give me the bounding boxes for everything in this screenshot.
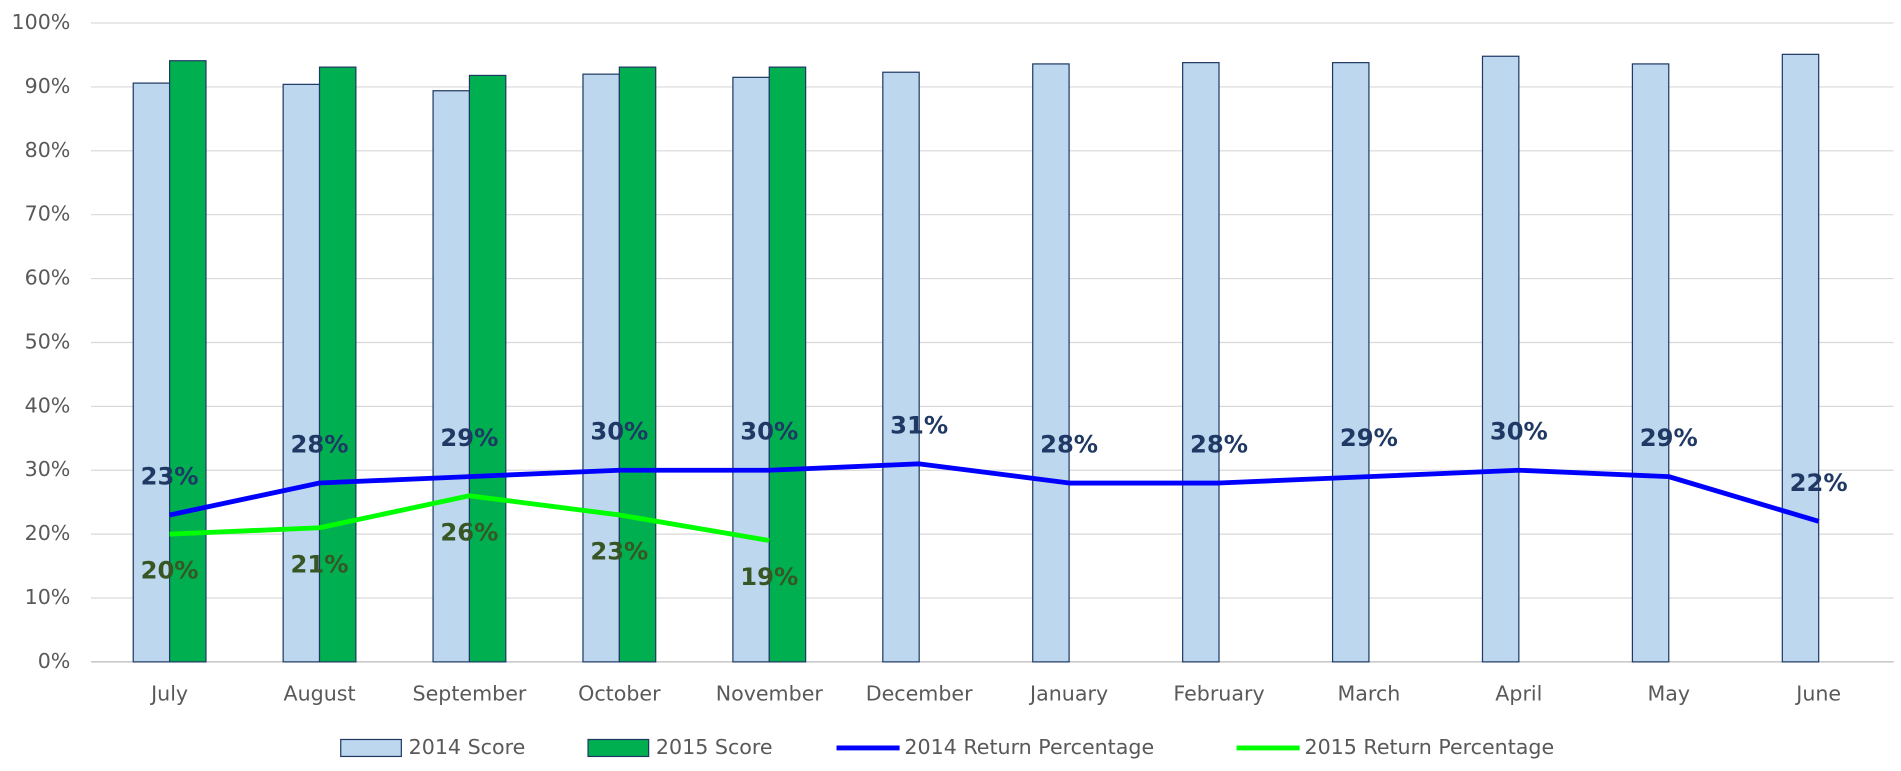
y-tick-label: 60% bbox=[25, 266, 71, 290]
bar bbox=[882, 71, 920, 663]
x-tick-label: December bbox=[866, 682, 973, 706]
y-tick-label: 50% bbox=[25, 329, 71, 353]
data-label: 28% bbox=[1190, 429, 1248, 458]
bar bbox=[132, 82, 171, 663]
y-tick-label: 20% bbox=[25, 521, 71, 545]
bar bbox=[1631, 63, 1670, 663]
data-label: 30% bbox=[590, 417, 648, 446]
x-tick-label: August bbox=[283, 682, 355, 706]
legend-swatch bbox=[340, 738, 402, 758]
y-tick-label: 80% bbox=[25, 138, 71, 162]
x-tick-label: January bbox=[1028, 682, 1108, 706]
data-label: 29% bbox=[1340, 423, 1398, 452]
x-tick-label: June bbox=[1794, 682, 1841, 706]
y-tick-label: 10% bbox=[25, 585, 71, 609]
bar bbox=[1032, 63, 1070, 663]
bar bbox=[468, 74, 507, 663]
data-label: 31% bbox=[890, 410, 948, 439]
data-label: 20% bbox=[141, 556, 199, 585]
bar bbox=[1331, 62, 1370, 663]
legend-label: 2014 Score bbox=[409, 735, 526, 759]
bar bbox=[1781, 53, 1820, 663]
data-label: 22% bbox=[1790, 468, 1848, 497]
bar bbox=[318, 66, 357, 663]
legend-label: 2015 Score bbox=[656, 735, 773, 759]
bar bbox=[168, 60, 207, 663]
data-label: 21% bbox=[291, 549, 349, 578]
x-tick-label: May bbox=[1647, 682, 1690, 706]
y-tick-label: 0% bbox=[38, 649, 71, 673]
y-tick-label: 30% bbox=[25, 457, 71, 481]
bar bbox=[1182, 62, 1220, 663]
data-label: 28% bbox=[1040, 429, 1098, 458]
y-tick-label: 90% bbox=[25, 74, 71, 98]
y-tick-label: 40% bbox=[25, 393, 71, 417]
bar bbox=[582, 73, 620, 663]
data-label: 30% bbox=[1490, 417, 1548, 446]
x-tick-label: February bbox=[1173, 682, 1264, 706]
x-tick-label: April bbox=[1495, 682, 1542, 706]
x-tick-label: October bbox=[578, 682, 661, 706]
bar bbox=[732, 76, 770, 663]
line bbox=[169, 493, 770, 543]
bar bbox=[282, 83, 321, 663]
data-label: 30% bbox=[740, 417, 798, 446]
legend-label: 2014 Return Percentage bbox=[904, 735, 1154, 759]
data-label: 23% bbox=[141, 461, 199, 490]
data-label: 28% bbox=[291, 429, 349, 458]
bar bbox=[618, 66, 657, 663]
bar bbox=[768, 66, 807, 663]
data-label: 29% bbox=[1640, 423, 1698, 452]
bar bbox=[1481, 55, 1520, 663]
x-tick-label: September bbox=[413, 682, 527, 706]
legend-label: 2015 Return Percentage bbox=[1304, 735, 1554, 759]
x-tick-label: March bbox=[1338, 682, 1401, 706]
data-label: 19% bbox=[740, 562, 798, 591]
x-tick-label: July bbox=[149, 682, 188, 706]
data-label: 23% bbox=[590, 537, 648, 566]
x-tick-label: November bbox=[716, 682, 824, 706]
y-tick-label: 100% bbox=[12, 10, 71, 34]
data-label: 29% bbox=[440, 423, 498, 452]
bar bbox=[432, 90, 471, 663]
legend-swatch bbox=[587, 738, 650, 758]
data-label: 26% bbox=[440, 517, 498, 546]
y-tick-label: 70% bbox=[25, 202, 71, 226]
line bbox=[169, 461, 1820, 524]
